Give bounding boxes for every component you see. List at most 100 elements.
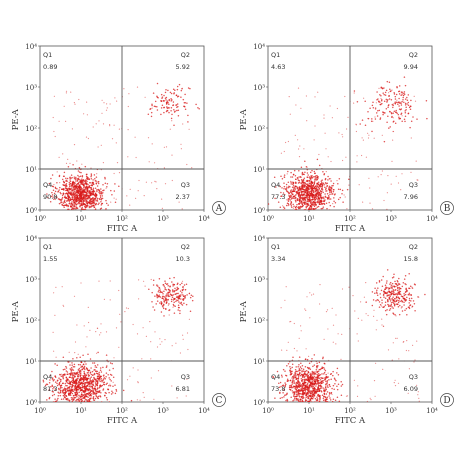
event-dot — [315, 177, 318, 179]
event-dot — [283, 176, 285, 178]
event-dot — [394, 385, 397, 387]
event-dot — [379, 303, 382, 306]
event-dot — [409, 105, 412, 107]
event-dot — [72, 390, 74, 392]
event-dot — [316, 367, 318, 369]
event-dot — [303, 376, 306, 378]
event-dot — [354, 310, 356, 312]
event-dot — [71, 382, 74, 384]
x-axis-label: FITC A — [107, 416, 138, 426]
event-dot — [53, 130, 55, 133]
event-dot — [275, 186, 277, 188]
event-dot — [69, 185, 71, 188]
event-dot — [386, 295, 388, 297]
event-dot — [314, 190, 317, 193]
event-dot — [102, 378, 105, 380]
event-dot — [46, 399, 48, 401]
event-dot — [78, 399, 80, 401]
event-dot — [342, 136, 344, 138]
event-dot — [293, 187, 295, 189]
event-dot — [162, 293, 164, 295]
event-dot — [318, 382, 321, 385]
event-dot — [416, 118, 418, 120]
event-dot — [283, 188, 285, 190]
event-dot — [180, 301, 183, 304]
event-dot — [328, 198, 330, 200]
event-dot — [54, 376, 57, 379]
event-dot — [326, 379, 329, 382]
event-dot — [77, 197, 80, 200]
event-dot — [72, 373, 74, 375]
event-dot — [101, 112, 103, 114]
event-dot — [65, 179, 67, 182]
event-dot — [185, 283, 188, 286]
event-dot — [300, 362, 302, 365]
event-dot — [97, 395, 100, 398]
event-dot — [374, 395, 376, 397]
event-dot — [182, 294, 184, 296]
event-dot — [301, 371, 303, 373]
event-dot — [112, 376, 115, 378]
event-dot — [77, 385, 80, 387]
event-dot — [317, 91, 319, 93]
event-dot — [309, 391, 311, 394]
event-dot — [395, 109, 397, 112]
event-dot — [78, 201, 80, 204]
event-dot — [109, 373, 112, 376]
event-dot — [387, 349, 390, 351]
event-dot — [321, 203, 323, 206]
event-dot — [182, 298, 184, 300]
event-dot — [374, 118, 377, 120]
event-dot — [191, 167, 193, 169]
event-dot — [379, 101, 381, 103]
event-dot — [407, 101, 410, 104]
event-dot — [296, 176, 299, 179]
event-dot — [300, 200, 303, 203]
event-dot — [323, 393, 326, 396]
event-dot — [66, 177, 69, 180]
event-dot — [294, 194, 296, 197]
event-dot — [182, 123, 184, 125]
event-dot — [50, 177, 52, 180]
event-dot — [405, 287, 407, 290]
event-dot — [103, 102, 105, 104]
event-dot — [285, 141, 287, 144]
event-dot — [148, 161, 150, 163]
event-dot — [324, 186, 326, 188]
quadrant-name: Q2 — [181, 51, 190, 59]
event-dot — [81, 395, 84, 398]
event-dot — [103, 375, 105, 377]
event-dot — [83, 396, 86, 398]
event-dot — [67, 198, 69, 200]
event-dot — [378, 301, 381, 303]
event-dot — [308, 192, 311, 194]
x-tick-label: 10⁴ — [198, 215, 210, 223]
event-dot — [51, 385, 54, 387]
event-dot — [77, 363, 80, 366]
event-dot — [404, 115, 407, 118]
event-dot — [340, 380, 342, 383]
event-dot — [85, 185, 88, 187]
event-dot — [322, 357, 324, 360]
event-dot — [97, 182, 100, 185]
event-dot — [75, 192, 78, 194]
event-dot — [365, 301, 367, 303]
event-dot — [87, 369, 90, 372]
event-dot — [344, 95, 346, 98]
event-dot — [391, 359, 393, 361]
event-dot — [85, 399, 88, 401]
event-dot — [398, 282, 400, 285]
event-dot — [95, 383, 97, 385]
event-dot — [61, 196, 64, 199]
event-dot — [330, 180, 332, 182]
event-dot — [371, 291, 374, 293]
event-dot — [297, 178, 299, 180]
event-dot — [71, 195, 74, 197]
event-dot — [389, 126, 391, 128]
event-dot — [65, 192, 68, 194]
panel-letter: B — [444, 204, 451, 214]
event-dot — [74, 186, 76, 188]
quadrant-name: Q3 — [181, 373, 190, 381]
event-dot — [316, 398, 319, 400]
event-dot — [158, 286, 160, 289]
